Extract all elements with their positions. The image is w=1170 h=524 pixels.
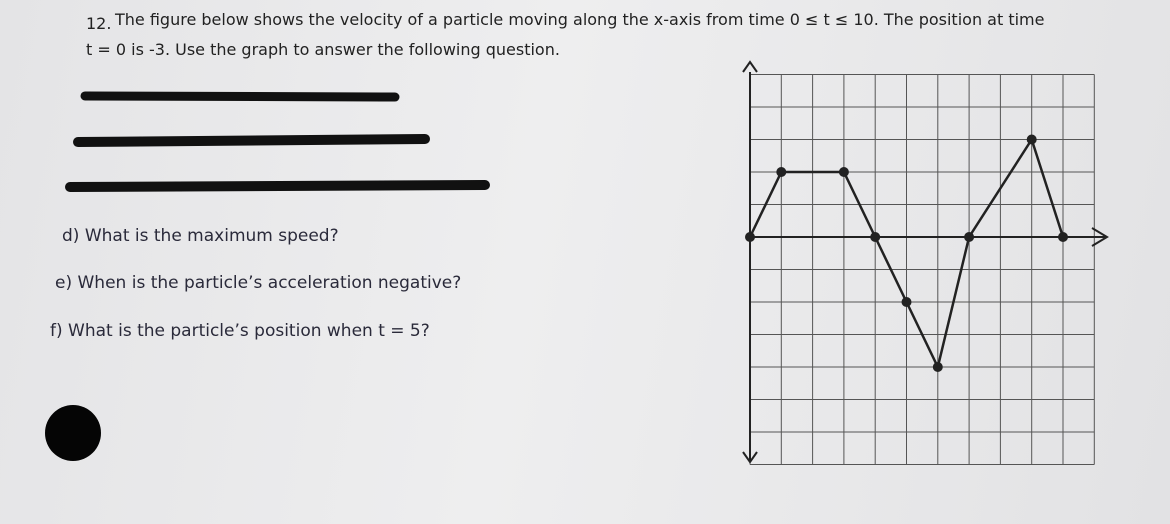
arrow xyxy=(742,451,758,464)
question: d) What is the maximum speed? xyxy=(62,226,339,246)
problem-text: The figure below shows the velocity of a… xyxy=(115,10,1045,29)
point xyxy=(901,297,912,307)
redaction xyxy=(80,91,400,102)
point xyxy=(964,232,975,242)
question: f) What is the particle’s position when … xyxy=(50,321,430,341)
problem-number: 12. xyxy=(86,14,112,33)
point xyxy=(745,232,755,242)
problem-text: t = 0 is -3. Use the graph to answer the… xyxy=(86,40,560,59)
point xyxy=(1026,134,1037,145)
arrow xyxy=(1091,227,1109,247)
point xyxy=(838,167,849,177)
point xyxy=(776,167,787,177)
grid xyxy=(749,74,1095,465)
arrow xyxy=(742,60,758,73)
question: e) When is the particle’s acceleration n… xyxy=(55,273,462,293)
point xyxy=(870,232,881,242)
point xyxy=(1058,232,1068,242)
redaction xyxy=(65,180,490,192)
point xyxy=(932,362,943,372)
hole-punch xyxy=(45,405,101,461)
redaction xyxy=(73,134,430,147)
